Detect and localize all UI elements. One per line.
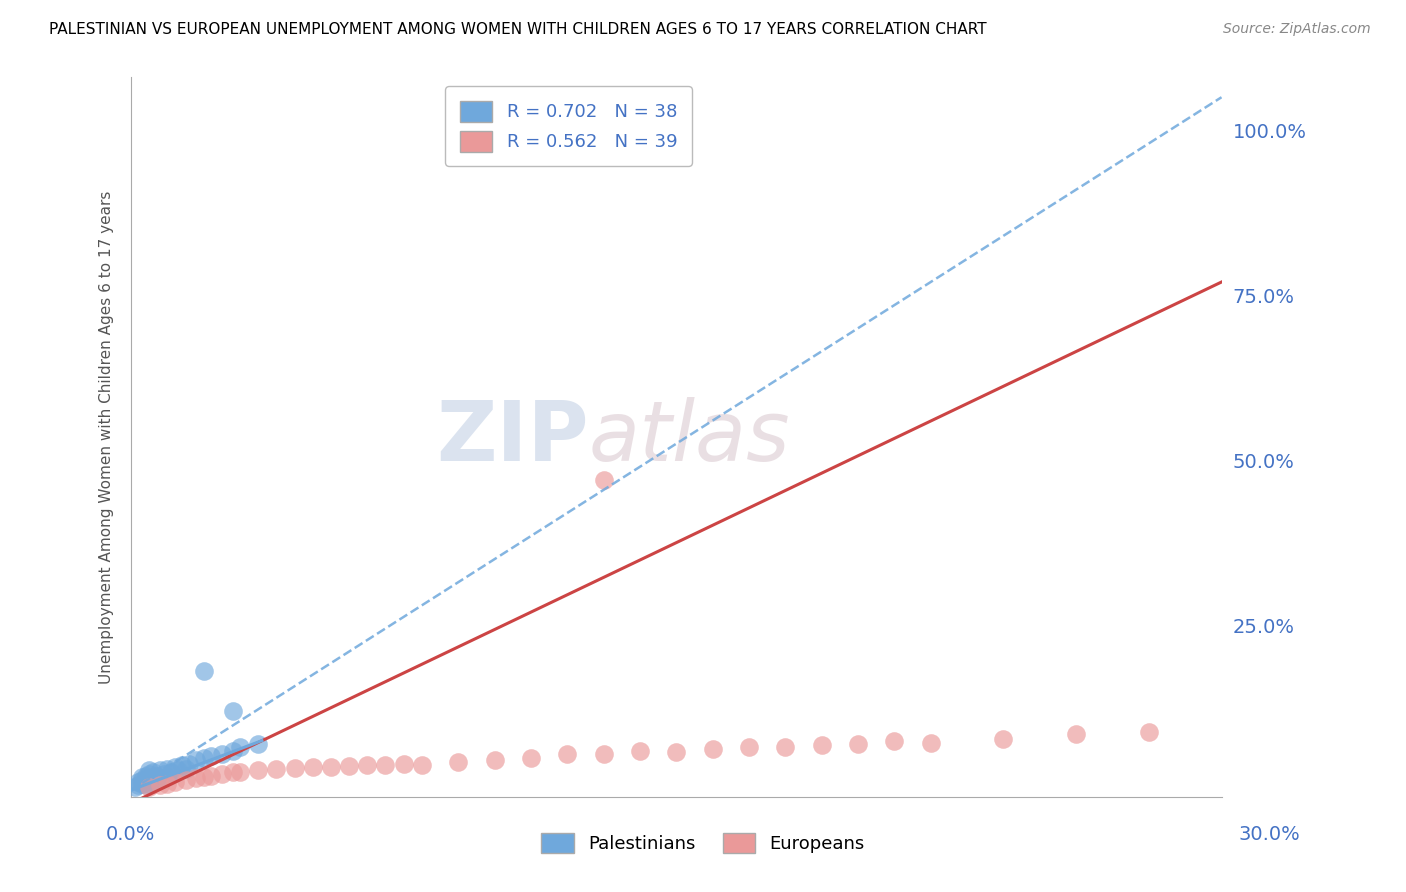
Text: 30.0%: 30.0%: [1239, 825, 1301, 844]
Point: [163, 760, 186, 774]
Point: [142, 770, 165, 784]
Point: [411, 758, 433, 772]
Point: [174, 762, 197, 776]
Point: [920, 736, 942, 750]
Point: [200, 748, 222, 763]
Point: [138, 776, 160, 790]
Point: [883, 733, 905, 747]
Point: [392, 756, 415, 771]
Point: [138, 766, 160, 780]
Point: [193, 770, 215, 784]
Point: [131, 776, 153, 790]
Point: [167, 764, 190, 778]
Point: [1064, 727, 1087, 741]
Point: [124, 780, 146, 794]
Point: [520, 751, 543, 765]
Point: [135, 778, 157, 792]
Point: [135, 769, 157, 783]
Point: [555, 747, 578, 761]
Point: [156, 770, 179, 784]
Text: Source: ZipAtlas.com: Source: ZipAtlas.com: [1223, 22, 1371, 37]
Point: [229, 764, 252, 779]
Point: [846, 737, 869, 751]
Point: [138, 764, 160, 778]
Point: [993, 731, 1015, 746]
Point: [284, 761, 307, 775]
Point: [193, 665, 215, 679]
Point: [186, 771, 208, 785]
Point: [145, 773, 167, 788]
Point: [665, 745, 688, 759]
Point: [592, 473, 614, 487]
Y-axis label: Unemployment Among Women with Children Ages 6 to 17 years: Unemployment Among Women with Children A…: [100, 190, 114, 684]
Point: [149, 771, 172, 785]
Point: [163, 775, 186, 789]
Point: [131, 773, 153, 788]
Point: [374, 758, 396, 772]
Point: [484, 753, 506, 767]
Point: [222, 704, 245, 718]
Legend: Palestinians, Europeans: Palestinians, Europeans: [534, 825, 872, 861]
Point: [200, 769, 222, 783]
Point: [174, 773, 197, 788]
Point: [356, 758, 378, 772]
Point: [156, 776, 179, 790]
Point: [211, 747, 233, 761]
Point: [775, 740, 797, 755]
Point: [222, 764, 245, 779]
Point: [738, 740, 761, 755]
Point: [247, 764, 270, 778]
Point: [145, 769, 167, 783]
Point: [628, 743, 651, 757]
Point: [319, 760, 342, 774]
Point: [592, 747, 614, 761]
Point: [222, 743, 245, 757]
Text: PALESTINIAN VS EUROPEAN UNEMPLOYMENT AMONG WOMEN WITH CHILDREN AGES 6 TO 17 YEAR: PALESTINIAN VS EUROPEAN UNEMPLOYMENT AMO…: [49, 22, 987, 37]
Point: [229, 740, 252, 755]
Point: [131, 770, 153, 784]
Point: [127, 775, 149, 789]
Point: [152, 766, 174, 780]
Point: [149, 764, 172, 778]
Text: ZIP: ZIP: [436, 397, 589, 477]
Point: [138, 780, 160, 794]
Point: [1137, 725, 1160, 739]
Point: [142, 775, 165, 789]
Point: [135, 773, 157, 788]
Point: [138, 771, 160, 785]
Point: [447, 756, 470, 770]
Point: [702, 742, 724, 756]
Point: [149, 778, 172, 792]
Text: 0.0%: 0.0%: [105, 825, 155, 844]
Point: [186, 753, 208, 767]
Point: [337, 759, 360, 773]
Point: [301, 760, 323, 774]
Point: [142, 764, 165, 779]
Point: [179, 756, 201, 771]
Point: [170, 758, 193, 772]
Point: [127, 778, 149, 792]
Point: [810, 738, 832, 752]
Point: [211, 766, 233, 780]
Point: [156, 762, 179, 776]
Point: [193, 751, 215, 765]
Point: [160, 764, 183, 779]
Legend: R = 0.702   N = 38, R = 0.562   N = 39: R = 0.702 N = 38, R = 0.562 N = 39: [446, 87, 692, 166]
Text: atlas: atlas: [589, 397, 790, 477]
Point: [266, 762, 288, 776]
Point: [247, 737, 270, 751]
